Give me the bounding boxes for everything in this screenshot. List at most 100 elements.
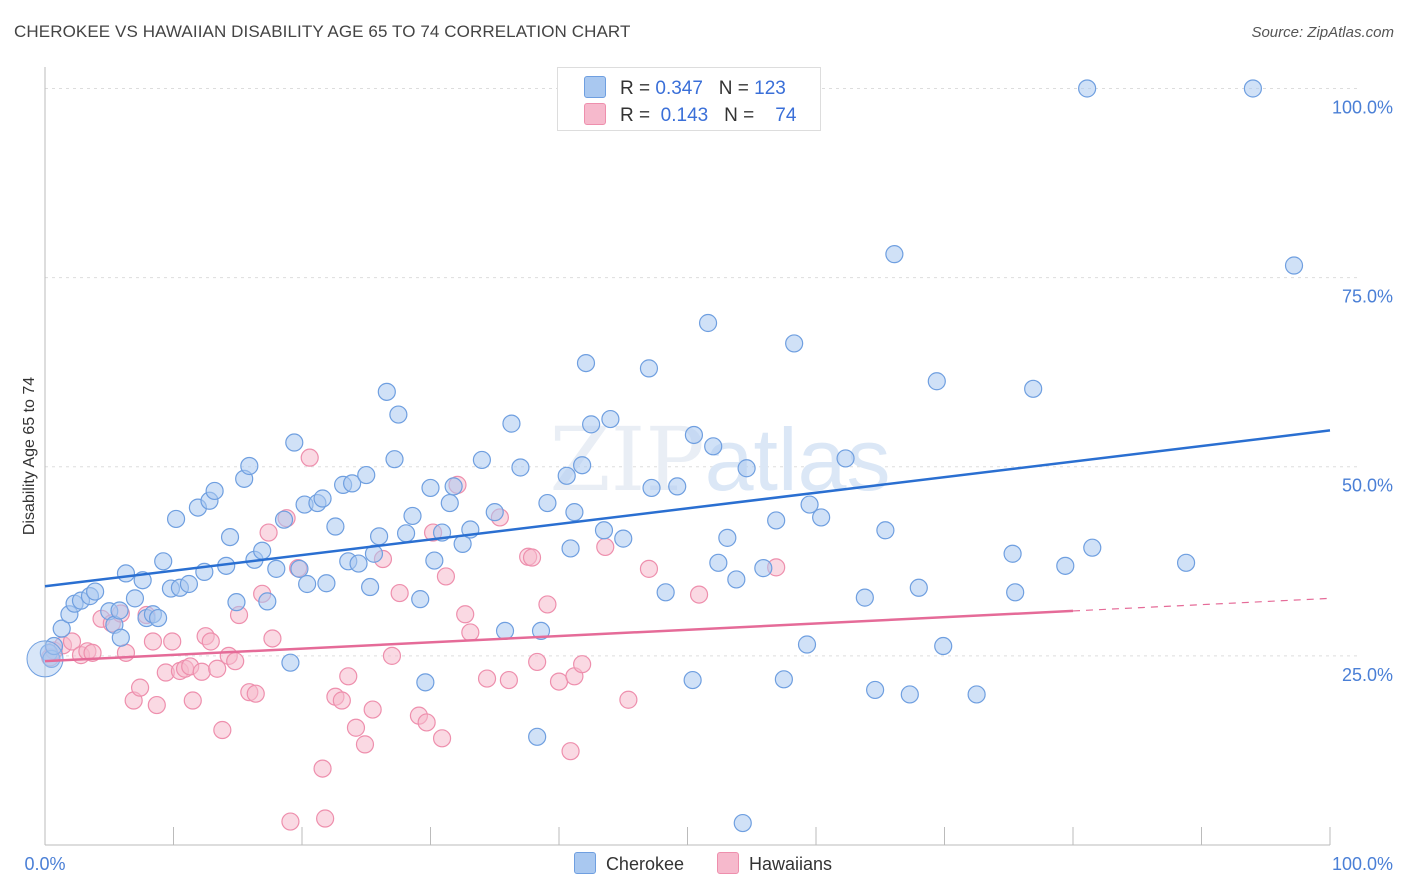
hawaiians-point [313,759,332,778]
source-label: Source: ZipAtlas.com [1251,24,1394,41]
cherokee-point [614,529,633,548]
cherokee-swatch [573,852,596,874]
cherokee-point [361,577,380,597]
cherokee-point [774,670,793,689]
hawaiians-point [477,669,497,688]
hawaiians-point [263,629,282,648]
cherokee-point [800,495,819,514]
cherokee-point [718,528,737,547]
y-tick-label: 100.0% [1332,97,1393,117]
y-axis-label: Disability Age 65 to 74 [21,377,38,535]
hawaiians-point [300,448,319,467]
x-tick-label: 100.0% [1332,854,1393,874]
cherokee-point [444,477,463,496]
cherokee-point [934,636,953,656]
cherokee-point [258,592,277,611]
cherokee-point [411,590,430,609]
cherokee-point [253,541,272,560]
cherokee-point [1024,379,1043,398]
r-label: R = [620,78,651,99]
hawaiians-trend-line [44,609,1074,663]
legend-row-cherokee: R = 0.347 N = 123 [584,76,786,100]
hawaiians-point [163,632,182,651]
cherokee-point [876,521,895,540]
cherokee-point [698,313,718,333]
cherokee-point [425,551,444,570]
cherokee-point [754,559,773,578]
hawaiians-point [208,659,227,678]
hawaiians-point [528,652,547,672]
cherokee-point [205,481,224,501]
cherokee-point [285,433,304,452]
cherokee-point [377,382,396,401]
hawaiians-point [461,623,480,642]
cherokee-point [421,478,440,498]
hawaiians-point [382,646,402,665]
cherokee-point [116,564,136,583]
cherokee-point [601,409,620,429]
cherokee-point [538,493,557,513]
cherokee-point [472,450,491,470]
y-tick-label: 75.0% [1342,287,1393,307]
cherokee-point [767,511,786,530]
y-tick-label: 25.0% [1342,665,1393,685]
cherokee-point [502,414,521,433]
hawaiians-point [522,548,542,567]
hawaiians-point [561,742,580,761]
cherokee-point [227,593,246,612]
watermark-atlas: atlas [705,410,891,509]
tick-labels: 25.0% 50.0% 75.0% 100.0% 0.0% 100.0% [24,97,1393,874]
cherokee-point [357,465,376,485]
cherokee-point-large [26,640,64,678]
hawaiians-point [316,809,335,828]
cherokee-point [154,552,173,571]
cherokee-point [1078,79,1097,98]
cherokee-point [967,685,986,704]
hawaiians-point [83,643,102,662]
cherokee-point [656,583,675,602]
hawaiians-point [390,583,409,603]
cherokee-point [1006,583,1025,602]
hawaiians-point [538,595,557,614]
cherokee-point [267,559,286,578]
hawaiians-point [259,523,278,542]
cherokee-point [1284,256,1304,275]
cherokee-point [683,670,702,690]
cherokee-point [416,673,435,692]
n-value-hawaiians: 74 [775,105,797,126]
cherokee-point [684,425,704,445]
y-tick-label: 50.0% [1342,476,1393,496]
cherokee-point [836,449,855,468]
cherokee-point [582,415,601,434]
cherokee-point [565,503,584,522]
series-cherokee [26,79,1304,833]
cherokee-point [389,405,408,424]
cherokee-point [1243,79,1263,98]
hawaiians-point [339,667,358,686]
hawaiians-point [201,632,220,651]
cherokee-point [709,553,728,572]
cherokee-point [642,478,661,498]
cherokee-point [900,685,919,704]
hawaiians-point [246,684,265,703]
cherokee-point [557,466,576,485]
hawaiians-point [346,718,366,737]
cherokee-point [298,574,317,594]
hawaiians-point [147,695,166,715]
cherokee-point [727,570,746,589]
hawaiians-point [417,713,436,732]
legend-item-cherokee: Cherokee [573,852,684,875]
legend-item-hawaiians: Hawaiians [717,852,832,875]
cherokee-swatch [584,76,606,98]
cherokee-point [909,578,928,597]
cherokee-point [52,619,71,638]
cherokee-point [1056,556,1075,575]
legend-row-hawaiians: R = 0.143 N = 74 [584,103,796,127]
cherokee-point [797,635,817,654]
axes [44,67,1331,846]
cherokee-point [594,521,614,540]
cherokee-point [385,450,404,469]
hawaiians-point [281,812,300,831]
hawaiians-point [355,735,375,754]
